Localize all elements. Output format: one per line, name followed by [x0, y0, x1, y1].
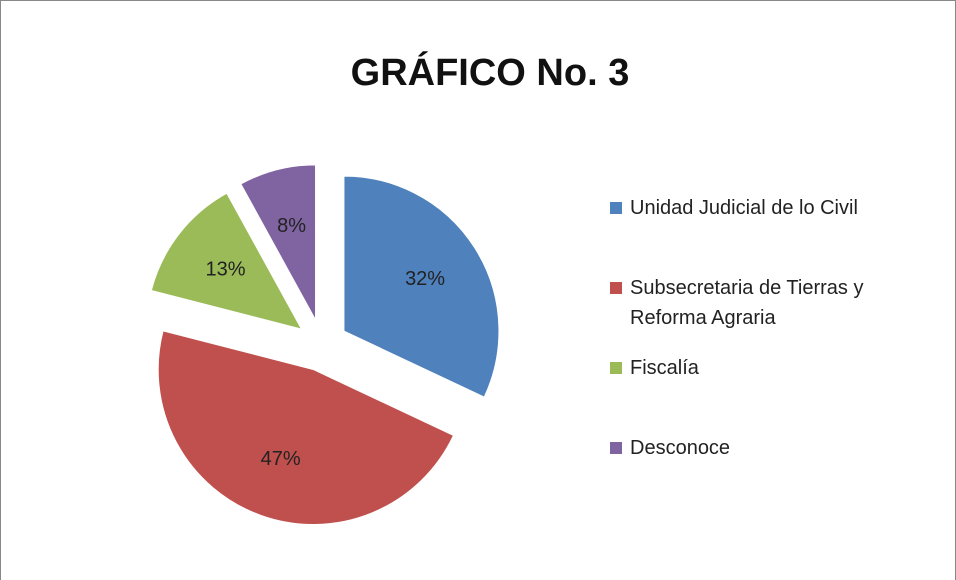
legend-entry: Fiscalía: [610, 353, 940, 433]
legend-label: Subsecretaria de Tierras y Reforma Agrar…: [630, 277, 864, 329]
legend-swatch: [610, 442, 622, 454]
legend-swatch: [610, 202, 622, 214]
legend: Unidad Judicial de lo Civil Subsecretaria…: [610, 193, 940, 513]
pie-slice: [150, 192, 303, 330]
data-label: 32%: [405, 268, 445, 290]
pie-slice: [157, 330, 455, 525]
legend-entry: Unidad Judicial de lo Civil: [610, 193, 940, 273]
legend-swatch: [610, 282, 622, 294]
data-label: 13%: [206, 258, 246, 280]
legend-entry: Subsecretaria de Tierras y Reforma Agrar…: [610, 273, 940, 353]
legend-swatch: [610, 362, 622, 374]
data-label: 8%: [277, 215, 306, 237]
legend-entry: Desconoce: [610, 433, 940, 513]
legend-label: Unidad Judicial de lo Civil: [630, 197, 858, 219]
pie-slice: [343, 175, 500, 398]
legend-label: Desconoce: [630, 437, 731, 459]
pie-slice: [240, 164, 317, 321]
legend-label: Fiscalía: [630, 357, 699, 379]
data-label: 47%: [261, 448, 301, 470]
chart-title: GRÁFICO No. 3: [351, 50, 630, 94]
